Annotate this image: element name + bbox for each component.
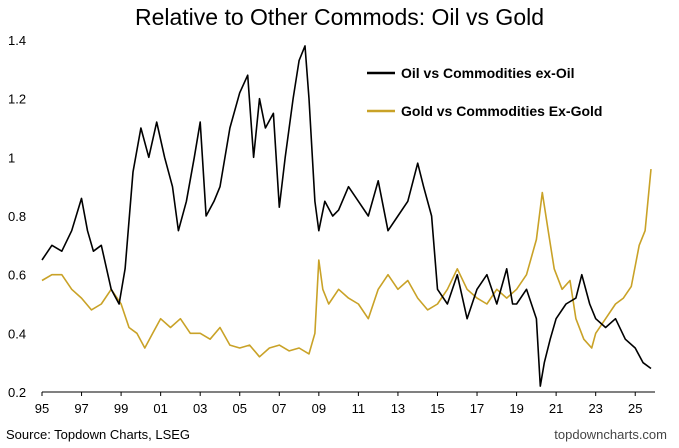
x-tick-label: 17 bbox=[470, 401, 484, 416]
x-tick-label: 15 bbox=[430, 401, 444, 416]
legend-label-oil: Oil vs Commodities ex-Oil bbox=[401, 65, 575, 81]
legend: Oil vs Commodities ex-Oil Gold vs Commodi… bbox=[367, 65, 602, 119]
gold-series-line bbox=[41, 169, 652, 358]
oil-series-line bbox=[41, 45, 652, 387]
x-tick-label: 25 bbox=[628, 401, 642, 416]
axes: 0.2 0.4 0.6 0.8 1 1.2 1.4 95 97 99 01 03 05 07 09 11 13 1… bbox=[8, 33, 655, 416]
x-tick-label: 23 bbox=[588, 401, 602, 416]
x-tick-label: 19 bbox=[509, 401, 523, 416]
x-tick-label: 95 bbox=[35, 401, 49, 416]
x-tick-label: 09 bbox=[312, 401, 326, 416]
y-tick-label: 1 bbox=[8, 150, 15, 165]
y-tick-label: 0.8 bbox=[8, 209, 26, 224]
x-tick-label: 13 bbox=[391, 401, 405, 416]
legend-label-gold: Gold vs Commodities Ex-Gold bbox=[401, 103, 602, 119]
y-tick-label: 1.2 bbox=[8, 92, 26, 107]
y-tick-label: 0.4 bbox=[8, 326, 26, 341]
series-layer bbox=[41, 45, 652, 387]
x-tick-label: 97 bbox=[74, 401, 88, 416]
x-tick-label: 11 bbox=[352, 401, 366, 416]
x-tick-label: 03 bbox=[193, 401, 207, 416]
x-tick-label: 07 bbox=[272, 401, 286, 416]
watermark: topdowncharts.com bbox=[554, 427, 667, 442]
source-note: Source: Topdown Charts, LSEG bbox=[6, 427, 191, 442]
x-tick-label: 05 bbox=[233, 401, 247, 416]
y-tick-label: 0.6 bbox=[8, 268, 26, 283]
y-tick-label: 1.4 bbox=[8, 33, 26, 48]
chart-title: Relative to Other Commods: Oil vs Gold bbox=[134, 4, 545, 30]
x-tick-label: 21 bbox=[549, 401, 563, 416]
x-tick-label: 99 bbox=[114, 401, 128, 416]
x-tick-label: 01 bbox=[153, 401, 167, 416]
y-tick-label: 0.2 bbox=[8, 385, 26, 400]
